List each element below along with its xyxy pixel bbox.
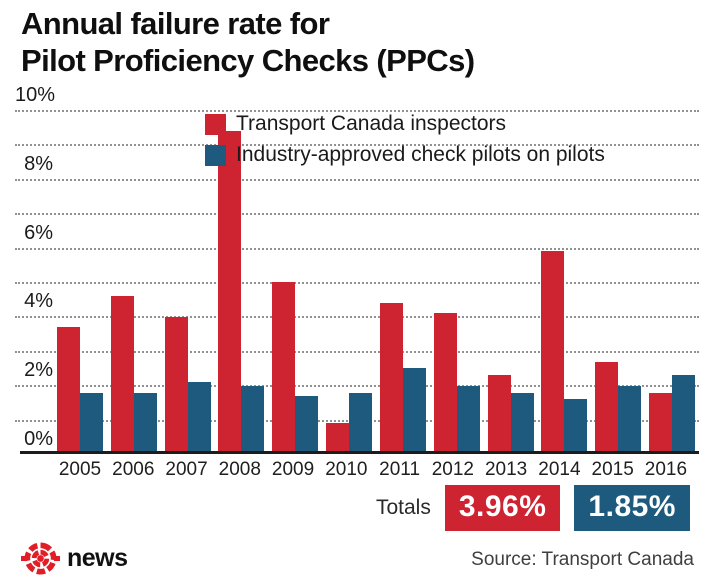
bar-check-pilots-2015	[618, 385, 642, 451]
bar-check-pilots-2008	[241, 385, 265, 451]
gridline	[15, 178, 699, 181]
title-line-1: Annual failure rate for	[21, 6, 330, 41]
bar-inspectors-2011	[379, 303, 403, 451]
bar-check-pilots-2013	[510, 392, 534, 451]
bar-check-pilots-2016	[671, 375, 695, 451]
y-tick-label: 4%	[24, 290, 53, 313]
cbc-logo-icon	[21, 542, 60, 575]
bar-group-2016	[648, 375, 695, 451]
title-line-2: Pilot Proficiency Checks (PPCs)	[21, 43, 475, 78]
x-tick-label-2012: 2012	[431, 459, 474, 480]
y-tick-label: 0%	[24, 428, 53, 450]
bar-group-2012	[433, 313, 480, 451]
bar-group-2015	[595, 361, 642, 451]
page-title: Annual failure rate for Pilot Proficienc…	[21, 5, 475, 79]
bar-inspectors-2007	[164, 316, 188, 451]
x-tick-label-2007: 2007	[165, 459, 208, 480]
bar-inspectors-2015	[595, 361, 619, 451]
bar-check-pilots-2012	[456, 385, 480, 451]
legend-item-check-pilots: Industry-approved check pilots on pilots	[205, 143, 605, 167]
bar-inspectors-2013	[487, 375, 511, 451]
x-axis-labels: 2005 2006 2007 2008 2009 2010 2011 2012 2013 2014…	[57, 459, 689, 481]
gridline	[15, 213, 699, 216]
legend-swatch-check-pilots	[205, 144, 226, 166]
bar-inspectors-2005	[57, 327, 80, 451]
legend-item-inspectors: Transport Canada inspectors	[205, 112, 605, 136]
x-tick-label-2006: 2006	[112, 459, 155, 480]
totals-label: Totals	[375, 496, 431, 519]
gridline	[15, 316, 699, 319]
bar-inspectors-2012	[433, 313, 457, 451]
bar-check-pilots-2006	[133, 392, 157, 451]
brand-word: news	[67, 544, 128, 572]
x-tick-label-2010: 2010	[325, 459, 368, 480]
bar-group-2007	[164, 316, 211, 451]
bar-group-2009	[272, 282, 319, 451]
legend-swatch-inspectors	[205, 113, 226, 135]
bar-inspectors-2006	[110, 296, 134, 451]
y-tick-label: 8%	[24, 152, 53, 175]
x-tick-label-2009: 2009	[271, 459, 315, 480]
bar-group-2005	[57, 327, 103, 451]
x-tick-label-2014: 2014	[538, 459, 581, 480]
total-badge-check-pilots: 1.85%	[574, 485, 690, 531]
x-tick-label-2011: 2011	[379, 459, 421, 480]
bar-inspectors-2008	[218, 131, 242, 451]
gridline	[15, 282, 699, 284]
gridline	[15, 144, 699, 147]
legend-label-inspectors: Transport Canada inspectors	[236, 112, 507, 135]
x-tick-label-2013: 2013	[484, 459, 528, 480]
gridline	[15, 110, 699, 112]
bars-container	[57, 110, 695, 451]
bar-check-pilots-2011	[402, 368, 426, 451]
bar-inspectors-2016	[648, 392, 672, 451]
y-tick-label: 6%	[24, 221, 53, 244]
bar-check-pilots-2009	[295, 395, 319, 451]
y-tick-label: 10%	[15, 84, 56, 106]
bar-inspectors-2009	[272, 282, 296, 451]
bar-inspectors-2014	[541, 251, 565, 451]
chart-area: Transport Canada inspectors Industry-app…	[15, 84, 699, 454]
source-credit: Source: Transport Canada	[471, 549, 694, 570]
bar-inspectors-2010	[326, 423, 350, 451]
x-tick-label-2008: 2008	[218, 459, 261, 480]
bar-group-2010	[326, 392, 373, 451]
total-badge-inspectors: 3.96%	[444, 485, 561, 531]
gridline	[15, 385, 699, 388]
legend: Transport Canada inspectors Industry-app…	[205, 112, 605, 167]
bar-check-pilots-2007	[187, 382, 211, 451]
bar-group-2011	[379, 303, 426, 451]
bar-group-2014	[541, 251, 588, 451]
totals-row: Totals 3.96% 1.85%	[376, 485, 690, 531]
bar-check-pilots-2010	[349, 392, 373, 451]
bar-group-2013	[487, 375, 534, 451]
bar-group-2008	[218, 131, 265, 451]
gridline	[15, 247, 699, 250]
x-tick-label-2005: 2005	[58, 459, 102, 480]
x-tick-label-2016: 2016	[644, 459, 688, 480]
bar-group-2006	[110, 296, 157, 451]
x-axis-line	[20, 451, 699, 454]
bar-check-pilots-2005	[80, 392, 103, 451]
bar-check-pilots-2014	[564, 399, 588, 451]
legend-label-check-pilots: Industry-approved check pilots on pilots	[236, 143, 605, 166]
x-tick-label-2015: 2015	[591, 459, 634, 480]
gridline	[15, 350, 699, 353]
y-tick-label: 2%	[24, 359, 53, 382]
brand-lockup: news	[21, 539, 128, 578]
